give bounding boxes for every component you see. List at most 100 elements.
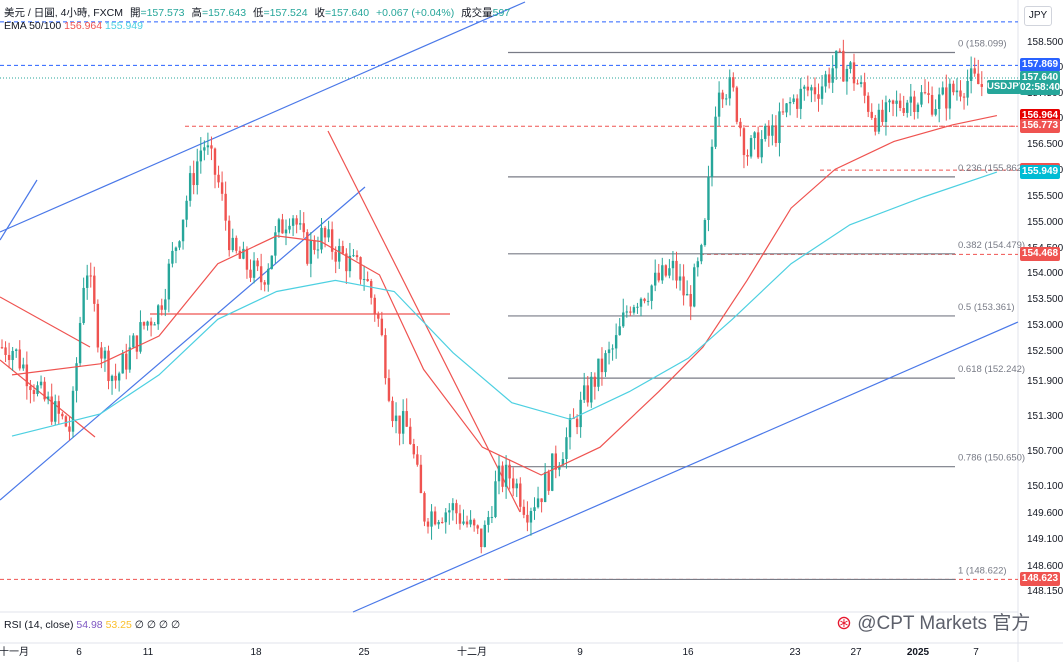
candle-body xyxy=(256,260,259,267)
candle-body xyxy=(806,86,810,91)
candle-body xyxy=(270,255,273,269)
candle-body xyxy=(181,219,185,242)
candle-body xyxy=(849,62,852,69)
candle-body xyxy=(135,335,139,352)
candle-body xyxy=(86,275,89,288)
price-tag: 156.964 xyxy=(1020,108,1060,123)
candle-body xyxy=(590,376,593,403)
candle-body xyxy=(693,267,696,307)
price-tag: 148.623 xyxy=(1020,572,1060,587)
candle-body xyxy=(739,121,742,129)
candle-body xyxy=(749,138,753,157)
y-tick-label: 155.000 xyxy=(1027,217,1063,228)
candle-body xyxy=(575,418,579,428)
ema50-line xyxy=(11,115,998,476)
y-tick-label: 152.500 xyxy=(1027,346,1063,357)
x-tick-label: 十一月 xyxy=(0,645,29,658)
candle-body xyxy=(884,102,888,122)
candle-body xyxy=(231,237,234,251)
y-tick-label: 156.500 xyxy=(1027,139,1063,150)
candle-body xyxy=(895,100,898,104)
candle-body xyxy=(117,373,121,381)
candle-body xyxy=(295,218,298,225)
candle-body xyxy=(78,323,82,364)
candle-body xyxy=(753,132,756,139)
candle-body xyxy=(913,96,916,113)
candle-body xyxy=(756,132,760,158)
candle-body xyxy=(519,483,522,507)
candle-body xyxy=(330,229,334,252)
candle-body xyxy=(529,511,533,523)
candle-body xyxy=(68,426,71,432)
candle-body xyxy=(799,88,802,109)
price-tag: 157.869 xyxy=(1020,58,1060,73)
candle-body xyxy=(632,307,636,313)
candle-body xyxy=(341,246,344,254)
candle-body xyxy=(973,68,976,74)
y-tick-label: 148.150 xyxy=(1027,586,1063,597)
currency-button[interactable]: JPY xyxy=(1024,6,1052,26)
candle-body xyxy=(309,240,313,264)
candle-body xyxy=(210,145,213,149)
trend-line xyxy=(0,296,91,348)
x-tick-label: 16 xyxy=(682,647,694,658)
candle-body xyxy=(774,125,778,143)
trend-line xyxy=(352,321,1019,613)
x-tick-label: 23 xyxy=(789,647,801,658)
y-tick-label: 153.000 xyxy=(1027,320,1063,331)
candle-body xyxy=(522,506,526,515)
rsi-value-1: 54.98 xyxy=(76,619,103,631)
candle-body xyxy=(394,415,398,422)
fibonacci-retracement: 0 (158.099) 0.236 (155.862) 0.382 (154.479… xyxy=(508,39,1025,581)
candle-body xyxy=(11,350,14,361)
symbol-title[interactable]: 美元 / 日圓, 4小時, FXCM xyxy=(4,7,124,19)
candle-body xyxy=(192,173,195,186)
rsi-legend[interactable]: RSI (14, close) 54.98 53.25 ∅ ∅ ∅ ∅ xyxy=(4,619,180,631)
candle-body xyxy=(7,354,11,361)
candle-body xyxy=(18,349,21,369)
candle-body xyxy=(952,83,955,93)
candle-body xyxy=(629,311,632,313)
candle-body xyxy=(909,96,912,103)
candle-body xyxy=(110,375,114,382)
price-tag: 154.468 xyxy=(1020,247,1060,262)
watermark: ⊛ @CPT Markets 官方 xyxy=(836,608,1030,635)
candle-body xyxy=(355,255,359,258)
candle-body xyxy=(700,245,703,262)
candle-body xyxy=(618,326,621,336)
candle-body xyxy=(149,321,153,326)
candle-body xyxy=(377,314,380,319)
candle-body xyxy=(462,521,465,524)
candle-body xyxy=(867,95,870,112)
candle-body xyxy=(547,472,550,491)
candle-body xyxy=(842,50,845,82)
y-tick-label: 155.500 xyxy=(1027,191,1063,202)
candle-body xyxy=(196,161,199,186)
candle-body xyxy=(327,229,330,238)
candle-body xyxy=(707,176,710,221)
candle-body xyxy=(497,465,501,482)
candle-body xyxy=(930,94,934,115)
candle-body xyxy=(401,411,405,434)
candle-body xyxy=(359,257,362,280)
candle-body xyxy=(167,263,171,300)
candle-body xyxy=(75,363,78,391)
candle-body xyxy=(490,516,494,518)
candle-body xyxy=(316,249,320,251)
change-value: +0.067 (+0.04%) xyxy=(376,7,455,19)
candle-body xyxy=(622,312,625,327)
candle-body xyxy=(323,227,327,238)
candle-body xyxy=(39,381,43,386)
candle-body xyxy=(480,528,483,548)
close-label: 收 xyxy=(314,7,325,19)
candle-body xyxy=(444,512,447,523)
trend-line xyxy=(0,179,38,241)
fib-label: 0.618 (152.242) xyxy=(958,364,1025,375)
candle-body xyxy=(778,111,781,143)
ema-legend[interactable]: EMA 50/100 156.964 155.949 xyxy=(4,20,143,32)
candle-body xyxy=(274,232,277,256)
volume-label: 成交量 xyxy=(461,7,493,19)
candle-body xyxy=(643,298,646,302)
candle-body xyxy=(458,513,462,524)
